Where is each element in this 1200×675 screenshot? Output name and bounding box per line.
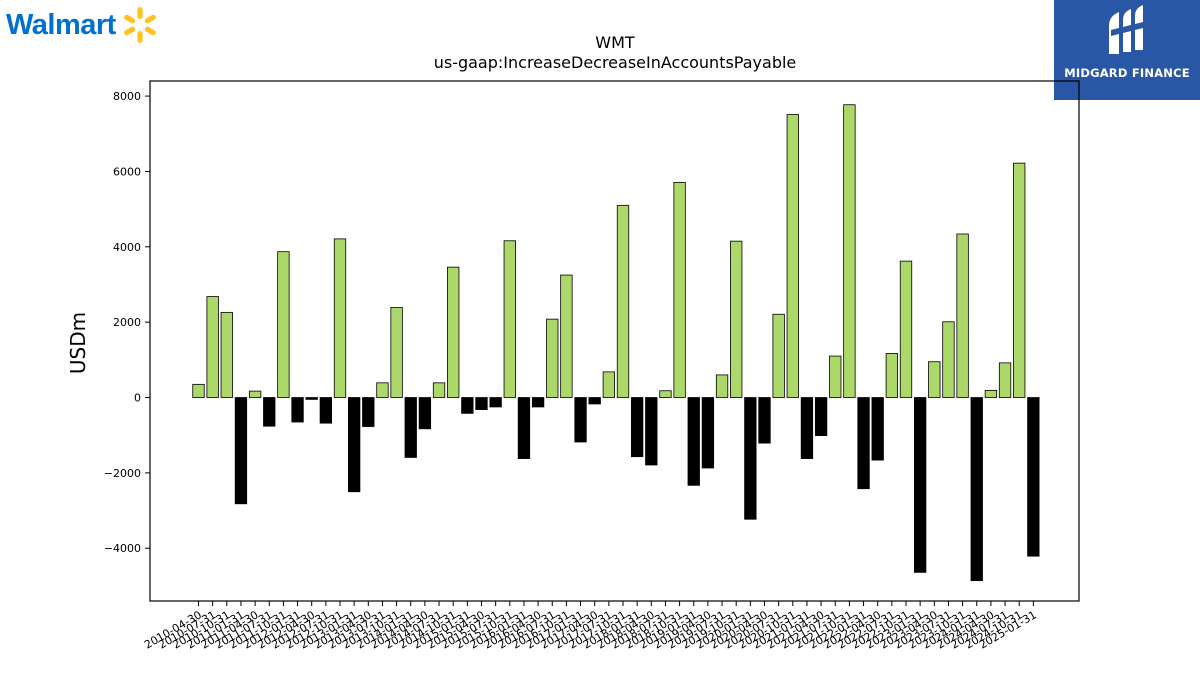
midgard-finance-logo: MIDGARD FINANCE bbox=[1054, 0, 1200, 100]
bar-2017-01-31 bbox=[574, 397, 587, 443]
bar-2012-10-31 bbox=[333, 238, 347, 398]
spark-ray bbox=[137, 7, 143, 19]
bar-2025-01-31 bbox=[1027, 397, 1040, 557]
bar-2020-10-31 bbox=[786, 114, 799, 398]
bar-2011-07-31 bbox=[263, 397, 276, 427]
y-axis-label: USDm bbox=[66, 312, 90, 374]
bar-2022-04-30 bbox=[871, 397, 884, 461]
bar-2022-10-31 bbox=[899, 260, 913, 398]
bar-2015-04-30 bbox=[475, 397, 488, 410]
bar-2014-01-31 bbox=[404, 397, 417, 458]
bar-2012-07-31 bbox=[319, 397, 333, 424]
bar-2020-01-31 bbox=[744, 397, 757, 520]
y-tick-label: 2000 bbox=[113, 316, 141, 329]
spark-ray bbox=[137, 31, 143, 43]
bar-2012-04-30 bbox=[305, 397, 318, 400]
y-tick-label: −2000 bbox=[104, 467, 141, 480]
bar-2021-01-31 bbox=[800, 397, 814, 459]
bar-2013-10-31 bbox=[390, 307, 403, 398]
bar-2019-04-30 bbox=[701, 397, 715, 469]
bar-2023-10-31 bbox=[956, 233, 969, 398]
bars-group bbox=[192, 104, 1040, 582]
midgard-emblem-icon bbox=[1109, 5, 1143, 54]
bar-2023-04-30 bbox=[928, 361, 941, 398]
spark-ray bbox=[123, 14, 135, 24]
spark-ray bbox=[123, 26, 135, 36]
bar-2015-01-31 bbox=[461, 397, 474, 414]
bar-2010-10-31 bbox=[220, 311, 233, 398]
bar-2015-07-31 bbox=[489, 397, 502, 408]
bar-2021-07-31 bbox=[829, 355, 842, 398]
bar-2014-04-30 bbox=[418, 397, 432, 430]
bar-2017-04-30 bbox=[588, 397, 601, 405]
bar-2021-10-31 bbox=[843, 104, 856, 398]
bar-2015-10-31 bbox=[503, 240, 516, 398]
x-axis: 2010-04-302010-07-312010-10-312011-01-31… bbox=[142, 601, 1039, 652]
y-tick-label: 8000 bbox=[113, 90, 141, 103]
bar-2011-10-31 bbox=[277, 251, 290, 398]
bar-2017-07-31 bbox=[602, 371, 615, 398]
bar-2021-04-30 bbox=[814, 397, 828, 436]
y-axis: −4000 −2000 0 2000 4000 6000 8000 bbox=[104, 90, 150, 555]
y-tick-label: 0 bbox=[134, 392, 141, 405]
plot-frame bbox=[149, 80, 1080, 602]
bar-2018-04-30 bbox=[645, 397, 658, 466]
walmart-wordmark: Walmart bbox=[6, 8, 116, 41]
bar-2022-07-31 bbox=[885, 353, 898, 398]
bar-2023-07-31 bbox=[942, 321, 955, 398]
bar-2018-01-31 bbox=[631, 397, 644, 458]
bar-2019-10-31 bbox=[730, 240, 743, 398]
bar-2024-01-31 bbox=[970, 397, 983, 582]
chart-subtitle: us-gaap:IncreaseDecreaseInAccountsPayabl… bbox=[434, 53, 797, 72]
y-tick-label: −4000 bbox=[104, 542, 141, 555]
y-tick-label: 4000 bbox=[113, 241, 141, 254]
bar-2013-01-31 bbox=[347, 397, 361, 493]
bar-2013-04-30 bbox=[362, 397, 375, 427]
bar-2013-07-31 bbox=[376, 382, 389, 398]
bar-2024-10-31 bbox=[1013, 162, 1026, 398]
bar-2023-01-31 bbox=[914, 397, 927, 573]
bar-2018-10-31 bbox=[673, 181, 686, 398]
bar-2020-07-31 bbox=[772, 313, 785, 398]
bar-2024-04-30 bbox=[984, 389, 998, 398]
bar-2017-10-31 bbox=[616, 204, 630, 398]
y-tick-label: 6000 bbox=[113, 165, 141, 178]
bar-2016-07-31 bbox=[546, 318, 559, 398]
bar-2019-01-31 bbox=[687, 397, 700, 486]
walmart-logo: Walmart bbox=[6, 4, 160, 46]
bar-2024-07-31 bbox=[998, 362, 1012, 398]
brand-name: MIDGARD FINANCE bbox=[1064, 66, 1190, 80]
spark-ray bbox=[144, 14, 156, 24]
bar-2016-04-30 bbox=[531, 397, 545, 408]
bar-2016-10-31 bbox=[560, 274, 573, 398]
bar-2010-04-30 bbox=[192, 383, 205, 398]
bar-2014-07-31 bbox=[432, 382, 446, 398]
bar-2010-07-31 bbox=[206, 296, 219, 398]
bar-2011-04-30 bbox=[248, 390, 262, 398]
bar-2020-04-30 bbox=[758, 397, 771, 444]
walmart-spark-icon bbox=[123, 7, 156, 43]
bar-2012-01-31 bbox=[291, 397, 304, 423]
bar-2018-07-31 bbox=[659, 390, 672, 398]
bar-2014-10-31 bbox=[447, 266, 460, 398]
bar-2019-07-31 bbox=[715, 374, 729, 398]
bar-2022-01-31 bbox=[857, 397, 870, 490]
bar-2016-01-31 bbox=[517, 397, 531, 459]
chart-title: WMT bbox=[595, 33, 635, 52]
spark-ray bbox=[144, 26, 156, 36]
bar-2011-01-31 bbox=[234, 397, 248, 505]
